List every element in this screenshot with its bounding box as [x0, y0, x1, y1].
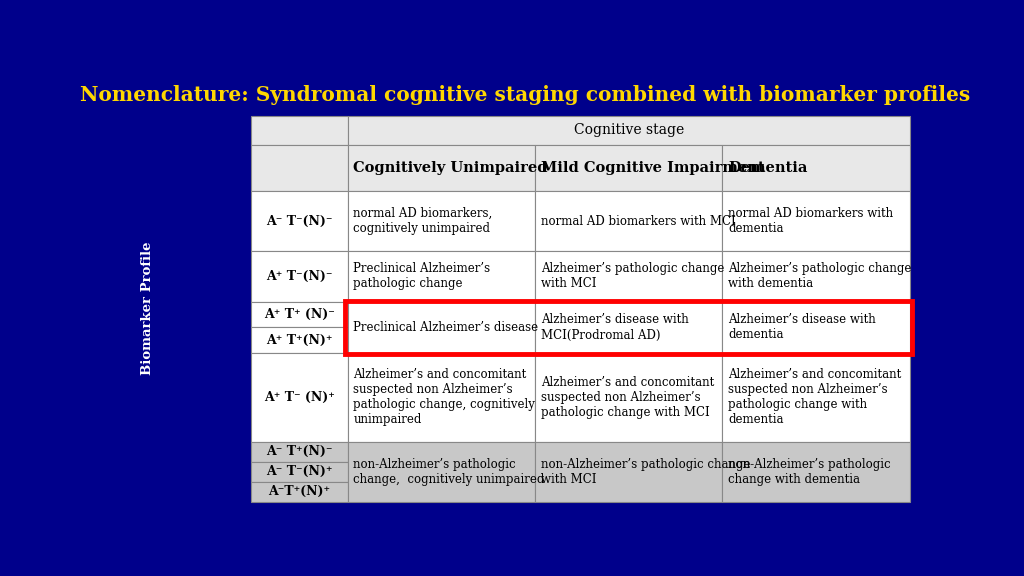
Bar: [722, 353, 909, 442]
Text: Alzheimer’s pathologic change
with dementia: Alzheimer’s pathologic change with demen…: [728, 263, 911, 290]
Text: Cognitive stage: Cognitive stage: [573, 123, 684, 137]
Text: A⁺ T⁺ (N)⁻: A⁺ T⁺ (N)⁻: [264, 308, 335, 321]
Text: A⁻T⁺(N)⁺: A⁻T⁺(N)⁺: [268, 485, 331, 498]
Text: Alzheimer’s disease with
MCI(Prodromal AD): Alzheimer’s disease with MCI(Prodromal A…: [541, 313, 688, 342]
Bar: [536, 145, 722, 191]
Bar: [251, 353, 348, 442]
Text: A⁻ T⁻(N)⁺: A⁻ T⁻(N)⁺: [266, 465, 333, 478]
Text: Alzheimer’s pathologic change
with MCI: Alzheimer’s pathologic change with MCI: [541, 263, 724, 290]
Bar: [536, 251, 722, 302]
Bar: [251, 461, 348, 482]
Text: A⁺ T⁻ (N)⁺: A⁺ T⁻ (N)⁺: [264, 391, 335, 404]
Bar: [722, 145, 909, 191]
Bar: [251, 302, 348, 328]
Text: Preclinical Alzheimer’s disease: Preclinical Alzheimer’s disease: [353, 321, 539, 334]
Bar: [536, 442, 722, 502]
Bar: [251, 442, 348, 461]
Bar: [348, 442, 536, 502]
Bar: [251, 145, 348, 191]
Text: non-Alzheimer’s pathologic change
with MCI: non-Alzheimer’s pathologic change with M…: [541, 457, 751, 486]
Bar: [348, 251, 536, 302]
Text: Alzheimer’s and concomitant
suspected non Alzheimer’s
pathologic change with
dem: Alzheimer’s and concomitant suspected no…: [728, 368, 901, 426]
Text: non-Alzheimer’s pathologic
change,  cognitively unimpaired: non-Alzheimer’s pathologic change, cogni…: [353, 457, 545, 486]
Bar: [251, 328, 348, 353]
Bar: [722, 442, 909, 502]
Bar: [251, 482, 348, 502]
Text: non-Alzheimer’s pathologic
change with dementia: non-Alzheimer’s pathologic change with d…: [728, 457, 891, 486]
Text: A⁺ T⁺(N)⁺: A⁺ T⁺(N)⁺: [266, 334, 333, 347]
Text: Alzheimer’s disease with
dementia: Alzheimer’s disease with dementia: [728, 313, 876, 342]
Bar: [722, 302, 909, 353]
Text: Mild Cognitive Impairment: Mild Cognitive Impairment: [541, 161, 764, 175]
Bar: [536, 353, 722, 442]
Text: normal AD biomarkers with
dementia: normal AD biomarkers with dementia: [728, 207, 893, 235]
Bar: [348, 353, 536, 442]
Text: Nomenclature: Syndromal cognitive staging combined with biomarker profiles: Nomenclature: Syndromal cognitive stagin…: [80, 85, 970, 105]
Text: Alzheimer’s and concomitant
suspected non Alzheimer’s
pathologic change, cogniti: Alzheimer’s and concomitant suspected no…: [353, 368, 536, 426]
Text: A⁻ T⁻(N)⁻: A⁻ T⁻(N)⁻: [266, 214, 333, 228]
Bar: [251, 191, 348, 251]
Text: Alzheimer’s and concomitant
suspected non Alzheimer’s
pathologic change with MCI: Alzheimer’s and concomitant suspected no…: [541, 376, 714, 419]
Bar: [251, 251, 348, 302]
Bar: [536, 302, 722, 353]
Bar: [251, 116, 348, 145]
Text: Preclinical Alzheimer’s
pathologic change: Preclinical Alzheimer’s pathologic chang…: [353, 263, 490, 290]
Bar: [722, 191, 909, 251]
Bar: [348, 145, 536, 191]
Text: Cognitively Unimpaired: Cognitively Unimpaired: [353, 161, 548, 175]
Bar: [348, 116, 909, 145]
Text: normal AD biomarkers,
cognitively unimpaired: normal AD biomarkers, cognitively unimpa…: [353, 207, 493, 235]
Bar: [345, 301, 912, 354]
Text: Biomarker Profile: Biomarker Profile: [141, 242, 155, 376]
Text: A⁻ T⁺(N)⁻: A⁻ T⁺(N)⁻: [266, 445, 333, 458]
Bar: [348, 191, 536, 251]
Text: normal AD biomarkers with MCI: normal AD biomarkers with MCI: [541, 214, 735, 228]
Bar: [348, 302, 536, 353]
Text: Dementia: Dementia: [728, 161, 807, 175]
Bar: [722, 251, 909, 302]
Bar: [536, 191, 722, 251]
Text: A⁺ T⁻(N)⁻: A⁺ T⁻(N)⁻: [266, 270, 333, 283]
